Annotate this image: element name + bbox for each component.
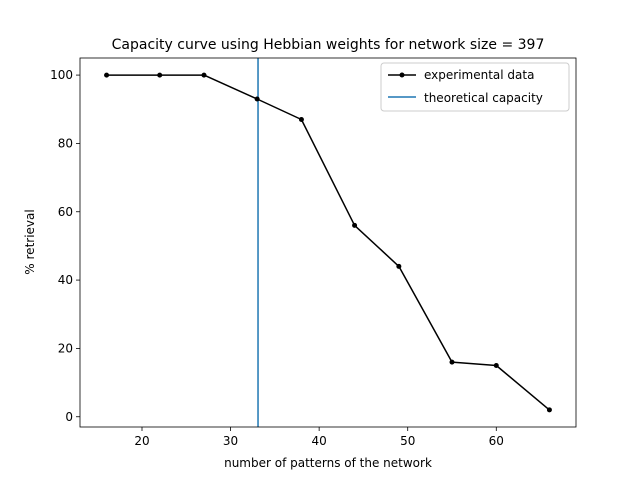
data-point <box>352 222 358 228</box>
data-point <box>449 359 455 365</box>
data-point <box>157 72 163 78</box>
x-tick-label: 50 <box>400 434 415 448</box>
axes-frame <box>79 57 577 428</box>
legend-label-theoretical: theoretical capacity <box>424 91 543 105</box>
chart-title: Capacity curve using Hebbian weights for… <box>112 37 545 53</box>
x-tick-label: 40 <box>312 434 327 448</box>
data-point <box>254 96 260 102</box>
x-tick-label: 60 <box>489 434 504 448</box>
y-tick-label: 100 <box>50 68 73 82</box>
y-axis-label: % retrieval <box>23 209 37 274</box>
data-point <box>396 263 402 269</box>
y-tick-label: 80 <box>58 136 73 150</box>
legend: experimental data theoretical capacity <box>380 62 570 112</box>
series-line-experimental-data <box>106 74 550 411</box>
plot-area <box>104 58 552 427</box>
data-point <box>298 117 304 122</box>
axes: 20 30 40 50 60 0 20 40 60 80 100 <box>50 57 577 448</box>
data-point <box>201 72 207 78</box>
legend-label-experimental: experimental data <box>424 68 534 82</box>
x-tick-label: 30 <box>223 434 238 448</box>
y-tick-label: 20 <box>58 341 73 355</box>
x-axis-label: number of patterns of the network <box>224 456 432 470</box>
data-point <box>546 407 552 413</box>
legend-box <box>380 62 570 112</box>
y-tick-label: 40 <box>58 273 73 287</box>
data-point <box>493 363 499 368</box>
y-tick-label: 60 <box>58 205 73 219</box>
legend-marker-experimental <box>399 72 405 78</box>
x-tick-label: 20 <box>134 434 149 448</box>
y-tick-label: 0 <box>65 410 73 424</box>
data-point <box>104 72 110 78</box>
